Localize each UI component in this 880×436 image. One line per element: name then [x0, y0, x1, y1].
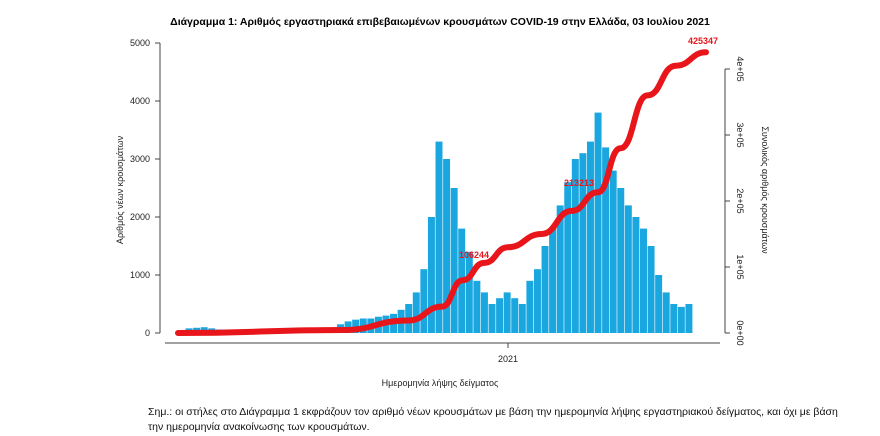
y-right-tick-label: 2e+05 — [735, 188, 745, 213]
x-axis-label: Ημερομηνία λήψης δείγματος — [382, 378, 499, 388]
bar — [640, 228, 647, 333]
bar — [473, 280, 481, 333]
bar — [579, 153, 587, 333]
y-right-tick-label: 0e+00 — [735, 320, 745, 345]
chart-title: Διάγραμμα 1: Αριθμός εργαστηριακά επιβεβ… — [170, 16, 710, 28]
footnote: Σημ.: οι στήλες στο Διάγραμμα 1 εκφράζου… — [148, 406, 838, 433]
bar — [420, 269, 428, 333]
annotation-label: 213213 — [564, 178, 594, 188]
bar — [609, 170, 617, 333]
y-right-tick-label: 1e+05 — [735, 254, 745, 279]
y-tick-label: 2000 — [130, 212, 150, 222]
y-right-tick-label: 4e+05 — [735, 56, 745, 81]
bar — [624, 205, 632, 333]
axes: 0 1000 2000 3000 4000 5000 0e+00 1e+05 2e+05 3e+0… — [130, 38, 745, 364]
bar — [556, 205, 564, 333]
cumulative-line — [175, 49, 709, 336]
y-tick-label: 3000 — [130, 154, 150, 164]
bar — [450, 188, 458, 333]
bar — [435, 141, 443, 333]
bar — [443, 159, 451, 333]
bar — [526, 280, 534, 333]
y-right-tick-label: 3e+05 — [735, 122, 745, 147]
bar — [427, 217, 435, 333]
y-axis-right-label: Συνολικός αριθμός κρουσμάτων — [760, 126, 770, 254]
annotation-label: 425347 — [688, 36, 718, 46]
bar — [412, 292, 420, 333]
bar — [511, 298, 519, 333]
bars — [178, 112, 693, 333]
y-tick-label: 4000 — [130, 96, 150, 106]
bar — [488, 304, 496, 333]
bar — [685, 304, 693, 333]
bar — [533, 269, 541, 333]
chart: Διάγραμμα 1: Αριθμός εργαστηριακά επιβεβ… — [115, 16, 770, 388]
bar — [647, 246, 655, 333]
bar — [518, 304, 526, 333]
bar — [496, 298, 504, 333]
bar — [541, 246, 549, 333]
bar — [465, 251, 473, 333]
y-axis-label: Αριθμός νέων κρουσμάτων — [115, 135, 125, 244]
annotation-label: 106244 — [459, 250, 489, 260]
bar — [602, 147, 610, 333]
y-tick-label: 0 — [145, 328, 150, 338]
bar — [480, 292, 488, 333]
bar — [564, 182, 572, 333]
bar — [503, 292, 511, 333]
bar — [670, 304, 678, 333]
bar — [632, 217, 640, 333]
bar — [571, 159, 579, 333]
bar — [617, 188, 625, 333]
bar — [662, 292, 670, 333]
y-tick-label: 1000 — [130, 270, 150, 280]
x-tick-label: 2021 — [498, 354, 518, 364]
y-tick-label: 5000 — [130, 38, 150, 48]
bar — [594, 112, 602, 333]
bar — [586, 141, 594, 333]
bar — [549, 228, 557, 333]
bar — [677, 306, 685, 333]
bar — [655, 275, 663, 333]
